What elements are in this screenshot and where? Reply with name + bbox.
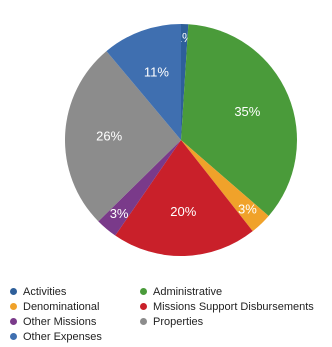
legend-swatch	[140, 302, 147, 310]
pie-chart: 1%35%3%20%3%26%11%	[64, 24, 298, 256]
legend-item-other-expenses: Other Expenses	[10, 330, 102, 345]
slice-label-other-expenses: 11%	[144, 64, 169, 79]
legend-label: Denominational	[23, 301, 100, 313]
legend-label: Missions Support Disbursements	[153, 301, 314, 313]
pie-slice-other-expenses	[106, 24, 181, 140]
slice-label-other-missions: 3%	[110, 206, 129, 221]
slice-label-administrative: 35%	[234, 104, 260, 119]
legend-label: Properties	[153, 316, 204, 328]
pie-slice-activities	[181, 24, 189, 140]
legend-item-activities: Activities	[10, 285, 66, 300]
legend-item-denominational: Denominational	[10, 300, 99, 315]
legend-label: Other Missions	[23, 316, 97, 328]
pie-slice-administrative	[181, 24, 298, 216]
legend-swatch	[10, 317, 17, 325]
legend-item-missions-support-disbursements: Missions Support Disbursements	[140, 300, 314, 315]
slice-label-missions-support-disbursements: 20%	[170, 204, 196, 219]
pie-slice-properties	[64, 51, 181, 222]
legend-item-properties: Properties	[140, 315, 203, 330]
legend-swatch	[10, 287, 17, 295]
legend-label: Activities	[23, 286, 67, 298]
pie-slice-denominational	[181, 140, 269, 232]
pie-slice-other-missions	[98, 140, 181, 236]
slice-label-denominational: 3%	[238, 202, 257, 217]
legend-swatch	[10, 332, 17, 340]
legend-item-administrative: Administrative	[140, 285, 222, 300]
legend-swatch	[140, 287, 147, 295]
legend-label: Administrative	[153, 286, 223, 298]
legend-swatch	[140, 317, 147, 325]
legend-label: Other Expenses	[23, 331, 102, 343]
slice-label-properties: 26%	[96, 129, 122, 144]
legend-swatch	[10, 302, 17, 310]
legend-item-other-missions: Other Missions	[10, 315, 96, 330]
pie-slice-missions-support-disbursements	[115, 140, 253, 256]
legend: Activities Administrative Denominational…	[0, 285, 332, 345]
